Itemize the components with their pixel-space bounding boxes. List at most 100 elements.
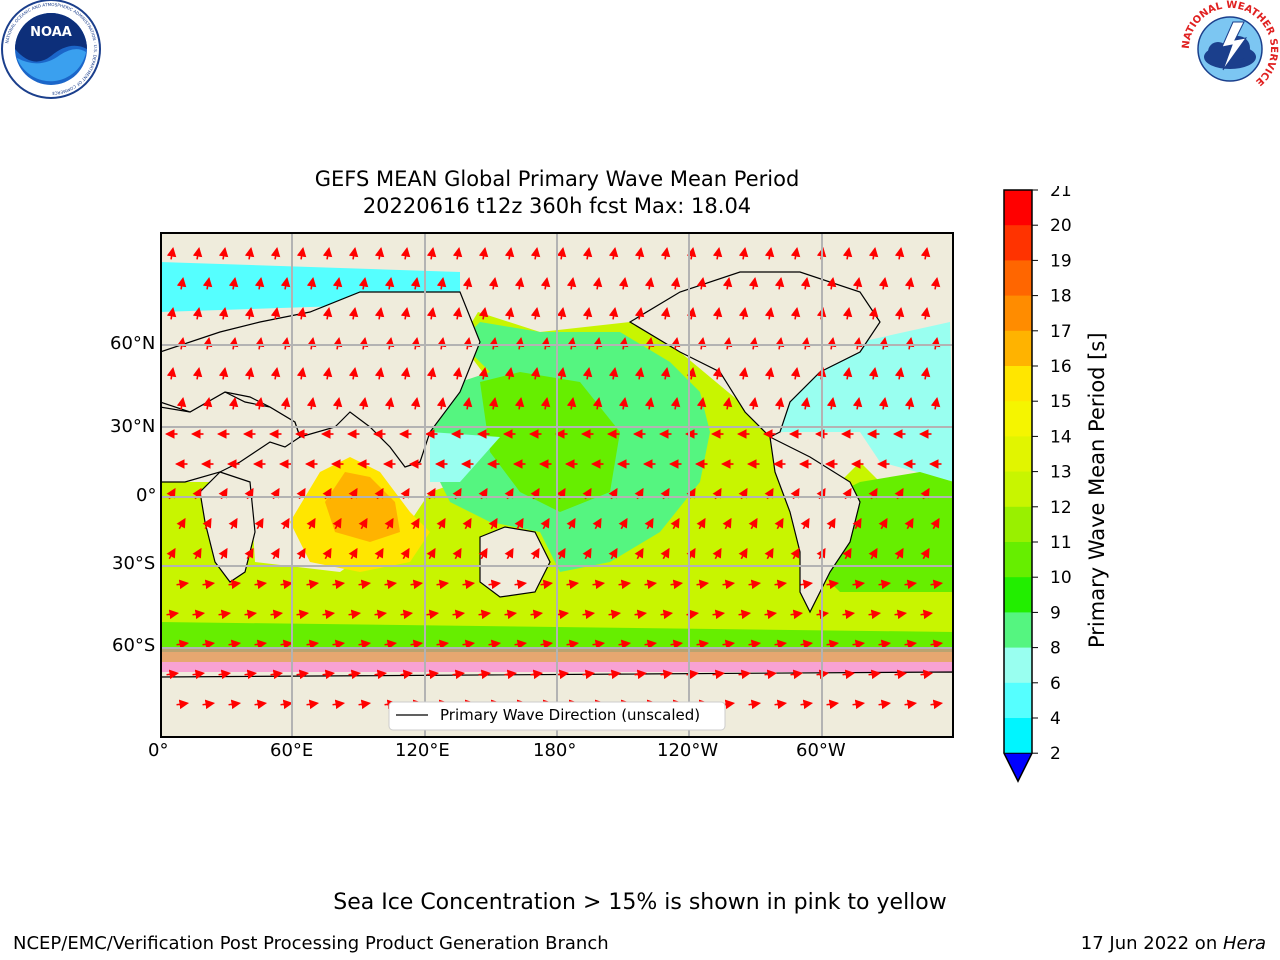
wave-direction-arrow: [738, 609, 752, 620]
wave-direction-arrow: [748, 397, 759, 410]
wave-direction-arrow: [722, 639, 736, 650]
wave-direction-arrow: [384, 277, 395, 290]
wave-direction-arrow: [228, 517, 238, 530]
wave-direction-arrow: [306, 579, 320, 590]
wave-direction-arrow: [660, 609, 674, 620]
wave-direction-arrow: [894, 669, 908, 680]
wave-direction-arrow: [280, 397, 291, 410]
wave-direction-arrow: [608, 669, 622, 680]
wave-direction-arrow: [348, 547, 358, 560]
wave-direction-arrow: [800, 397, 811, 410]
wave-direction-arrow: [738, 247, 749, 260]
wave-direction-arrow: [374, 307, 385, 320]
wave-direction-arrow: [270, 307, 281, 320]
colorbar: 21 20 19 18 17 16 15 14 13 12 11 10 9 8 6 4 2: [1003, 186, 1072, 783]
wave-direction-arrow: [774, 699, 788, 710]
wave-direction-arrow: [826, 517, 836, 530]
wave-direction-arrow: [894, 609, 908, 620]
wave-direction-arrow: [400, 307, 411, 320]
wave-direction-arrow: [488, 579, 502, 590]
x-tick-label: 120°E: [395, 740, 450, 761]
wave-direction-arrow: [410, 579, 424, 590]
wave-direction-arrow: [540, 277, 551, 290]
wave-direction-arrow: [244, 609, 258, 620]
wave-direction-arrow: [878, 277, 889, 290]
wave-direction-arrow: [514, 639, 528, 650]
wave-direction-arrow: [202, 639, 216, 650]
wave-direction-arrow: [634, 669, 648, 680]
wave-direction-arrow: [904, 517, 914, 530]
wave-direction-arrow: [696, 639, 710, 650]
wave-direction-arrow: [608, 307, 619, 320]
wave-direction-arrow: [930, 397, 941, 410]
wave-direction-arrow: [878, 639, 892, 650]
wave-direction-arrow: [504, 547, 514, 560]
wave-direction-arrow: [166, 247, 177, 260]
wave-direction-arrow: [582, 367, 593, 380]
wave-direction-arrow: [452, 307, 463, 320]
wave-direction-arrow: [332, 579, 346, 590]
wave-direction-arrow: [218, 547, 228, 560]
wave-direction-arrow: [322, 669, 336, 680]
wave-direction-arrow: [296, 247, 307, 260]
wave-direction-arrow: [540, 517, 550, 530]
wave-direction-arrow: [254, 517, 264, 530]
wave-direction-arrow: [270, 669, 284, 680]
wave-direction-arrow: [592, 277, 603, 290]
wave-direction-arrow: [166, 669, 180, 680]
wave-direction-arrow: [426, 547, 436, 560]
wave-direction-arrow: [462, 517, 472, 530]
wave-direction-arrow: [296, 669, 310, 680]
wave-direction-arrow: [556, 247, 567, 260]
wave-direction-arrow: [218, 609, 232, 620]
wave-direction-arrow: [244, 367, 255, 380]
wave-direction-arrow: [904, 397, 915, 410]
colorbar-segment: [1004, 471, 1032, 508]
wave-direction-arrow: [306, 639, 320, 650]
wave-direction-arrow: [826, 397, 837, 410]
wave-direction-arrow: [920, 367, 931, 380]
wave-direction-arrow: [176, 517, 186, 530]
wave-direction-arrow: [322, 367, 333, 380]
wave-direction-arrow: [280, 517, 290, 530]
legend-label: Primary Wave Direction (unscaled): [440, 706, 700, 724]
wave-direction-arrow: [930, 277, 941, 290]
wave-direction-arrow: [254, 397, 265, 410]
colorbar-segment: [1004, 436, 1032, 473]
wave-direction-arrow: [176, 699, 190, 710]
wave-direction-arrow: [618, 639, 632, 650]
wave-direction-arrow: [332, 699, 346, 710]
noaa-logo: NOAA NATIONAL OCEANIC AND ATMOSPHERIC AD…: [1, 0, 101, 99]
colorbar-tick-label: 13: [1050, 463, 1072, 483]
wave-direction-arrow: [618, 579, 632, 590]
wave-direction-arrow: [774, 639, 788, 650]
colorbar-tick-label: 11: [1050, 533, 1072, 553]
wave-direction-arrow: [868, 367, 879, 380]
x-tick-label: 0°: [148, 740, 169, 761]
wave-direction-arrow: [790, 367, 801, 380]
wave-direction-arrow: [904, 699, 918, 710]
wave-direction-arrow: [582, 547, 592, 560]
wave-direction-arrow: [306, 517, 316, 530]
wave-direction-arrow: [920, 247, 931, 260]
wave-direction-arrow: [842, 247, 853, 260]
wave-direction-arrow: [556, 547, 566, 560]
wave-direction-arrow: [348, 609, 362, 620]
wave-direction-arrow: [192, 367, 203, 380]
wave-direction-arrow: [790, 247, 801, 260]
wave-direction-arrow: [452, 547, 462, 560]
wave-direction-arrow: [348, 367, 359, 380]
wave-direction-arrow: [228, 277, 239, 290]
wave-direction-arrow: [670, 639, 684, 650]
wave-direction-arrow: [592, 517, 602, 530]
colorbar-segment: [1004, 718, 1032, 754]
wave-direction-arrow: [270, 247, 281, 260]
wave-direction-arrow: [358, 579, 372, 590]
wave-direction-arrow: [712, 367, 723, 380]
wave-direction-arrow: [384, 397, 395, 410]
wave-direction-arrow: [696, 579, 710, 590]
map-legend: Primary Wave Direction (unscaled): [388, 701, 726, 731]
wave-direction-arrow: [868, 609, 882, 620]
map-frame: [160, 232, 954, 738]
wave-direction-arrow: [592, 397, 603, 410]
